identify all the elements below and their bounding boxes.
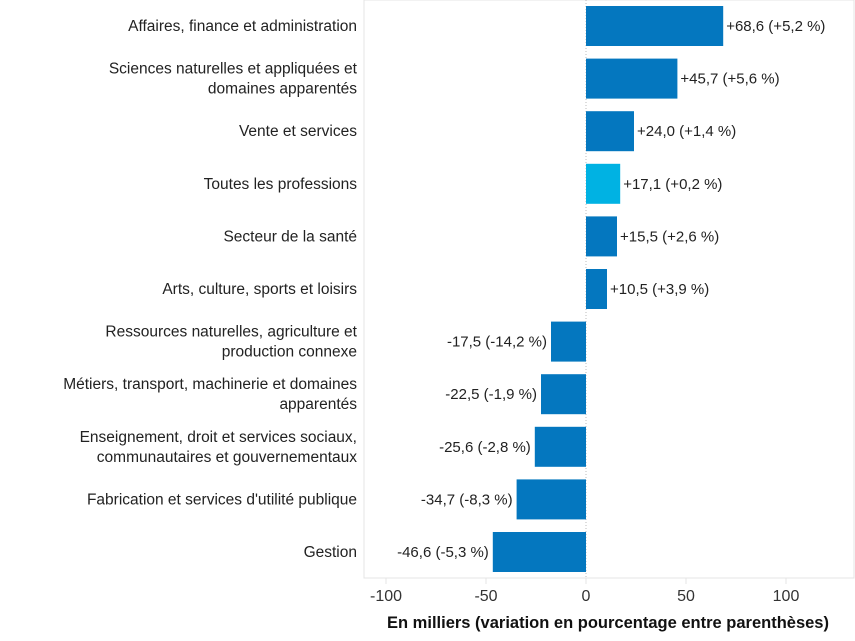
category-label: Métiers, transport, machinerie et domain… (63, 376, 357, 413)
category-label: Vente et services (239, 123, 357, 140)
x-axis-label: En milliers (variation en pourcentage en… (387, 614, 829, 632)
data-label: -25,6 (-2,8 %) (439, 439, 531, 456)
category-label: Enseignement, droit et services sociaux,… (80, 429, 358, 466)
bar (551, 321, 586, 362)
x-tick-label: 0 (582, 588, 591, 605)
x-tick-label: -100 (370, 588, 402, 605)
data-label: +45,7 (+5,6 %) (680, 71, 779, 88)
bar (586, 111, 634, 152)
bar (586, 269, 607, 309)
data-label: -22,5 (-1,9 %) (445, 386, 537, 403)
bar (534, 426, 586, 467)
data-label: -46,6 (-5,3 %) (397, 544, 489, 561)
bar (586, 6, 724, 46)
x-tick-label: 100 (773, 588, 800, 605)
data-label: +10,5 (+3,9 %) (610, 281, 709, 298)
data-label: +24,0 (+1,4 %) (637, 123, 736, 140)
bar (586, 58, 678, 99)
data-label: -34,7 (-8,3 %) (421, 491, 513, 508)
category-label: Toutes les professions (204, 176, 358, 193)
category-label: Sciences naturelles et appliquées et doma… (109, 61, 358, 98)
data-label: +68,6 (+5,2 %) (726, 18, 825, 35)
bar (586, 163, 621, 204)
category-label: Gestion (304, 544, 357, 561)
category-label: Secteur de la santé (223, 228, 357, 245)
data-label: -17,5 (-14,2 %) (447, 334, 547, 351)
category-label: Arts, culture, sports et loisirs (162, 281, 357, 298)
x-tick-label: 50 (677, 588, 695, 605)
category-label: Ressources naturelles, agriculture et pro… (105, 324, 357, 361)
plot-frame (363, 0, 855, 579)
category-label: Fabrication et services d'utilité publiq… (87, 491, 357, 508)
bar (586, 216, 617, 257)
x-tick-label: -50 (474, 588, 497, 605)
data-label: +17,1 (+0,2 %) (623, 176, 722, 193)
bar (516, 479, 586, 520)
data-label: +15,5 (+2,6 %) (620, 228, 719, 245)
bar (541, 374, 586, 415)
bar (492, 532, 586, 572)
category-label: Affaires, finance et administration (128, 18, 357, 35)
